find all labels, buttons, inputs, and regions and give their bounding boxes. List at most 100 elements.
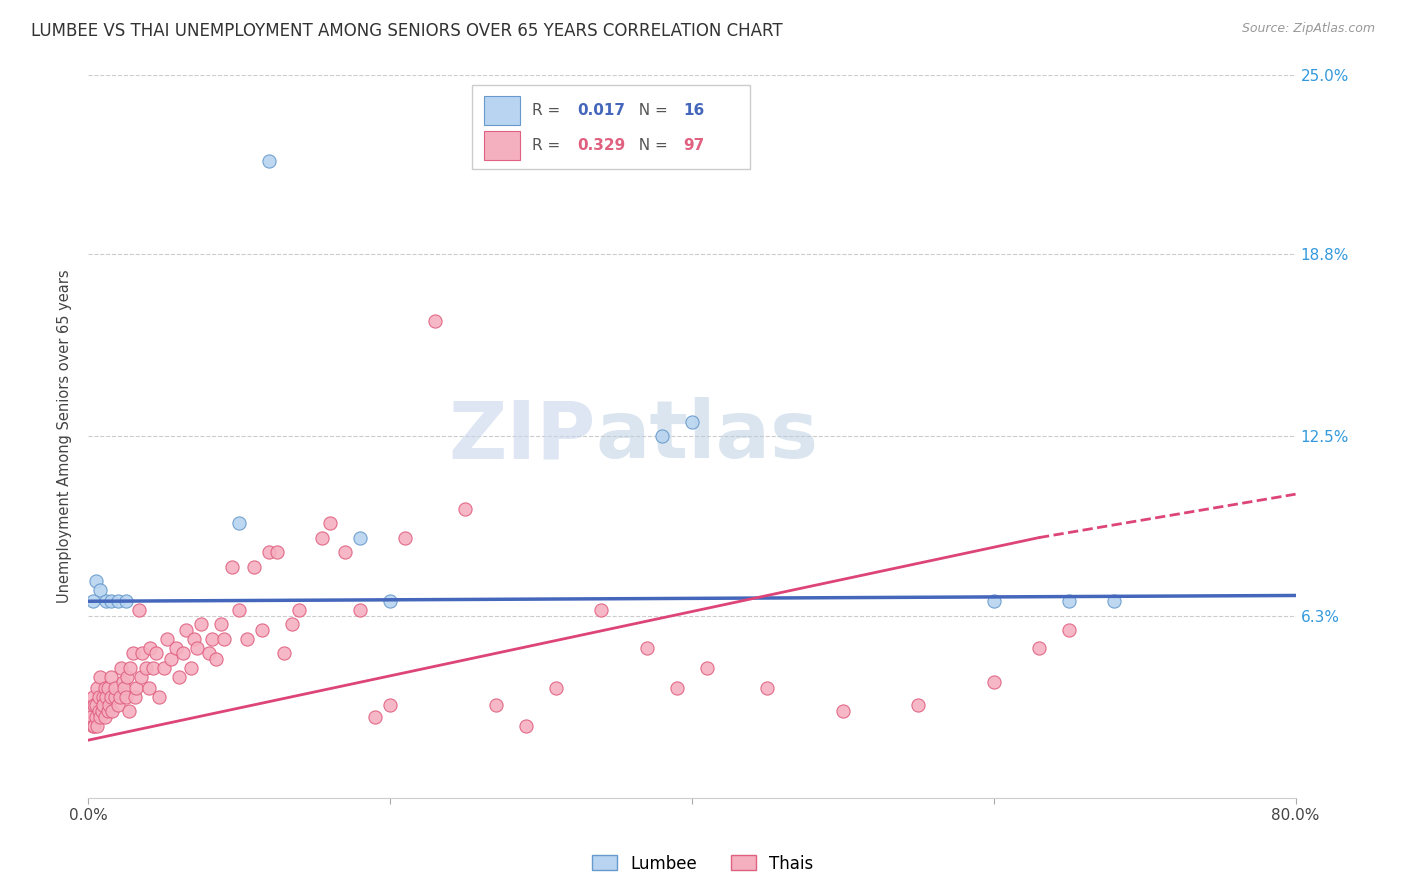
Point (266, 545, 288, 559)
Text: 0.017: 0.017 (576, 103, 626, 119)
Point (139, 640, 162, 655)
Point (167, 669, 190, 683)
Point (349, 603, 371, 617)
Text: ZIP: ZIP (449, 397, 595, 475)
Point (221, 559, 243, 574)
Point (110, 661, 132, 675)
Point (124, 690, 146, 704)
Point (115, 690, 138, 704)
Point (636, 640, 658, 655)
Point (212, 632, 235, 646)
Point (378, 698, 401, 713)
Point (90, 704, 112, 718)
Point (681, 415, 703, 429)
Legend: Lumbee, Thais: Lumbee, Thais (586, 848, 820, 880)
Point (198, 646, 221, 660)
Point (696, 661, 718, 675)
Point (100, 594, 122, 608)
Point (288, 603, 311, 617)
Text: Source: ZipAtlas.com: Source: ZipAtlas.com (1241, 22, 1375, 36)
FancyBboxPatch shape (484, 96, 520, 125)
Point (515, 719, 537, 733)
Point (145, 646, 167, 660)
Point (96, 594, 118, 608)
Point (148, 690, 170, 704)
Point (485, 698, 508, 713)
Point (97, 704, 120, 718)
Point (172, 646, 194, 660)
Point (174, 624, 197, 638)
Point (1028, 640, 1050, 655)
Point (118, 704, 141, 718)
Point (259, 545, 281, 559)
Point (454, 501, 477, 516)
Point (425, 313, 447, 327)
Point (228, 516, 250, 530)
Point (91, 698, 114, 713)
Point (122, 646, 145, 660)
Point (273, 646, 295, 660)
Point (180, 661, 202, 675)
Point (250, 624, 273, 638)
Point (1057, 594, 1080, 608)
Point (84, 698, 107, 713)
Point (983, 594, 1005, 608)
Point (91, 690, 114, 704)
Point (82, 719, 104, 733)
Point (87, 690, 110, 704)
Text: 97: 97 (683, 138, 704, 153)
Point (83, 698, 105, 713)
Point (104, 690, 127, 704)
Point (831, 704, 853, 718)
Point (165, 640, 187, 655)
Point (201, 632, 224, 646)
Point (101, 704, 124, 718)
Point (107, 594, 129, 608)
Point (209, 617, 232, 632)
Point (87, 704, 110, 718)
Point (129, 669, 152, 683)
Point (84, 574, 107, 588)
Point (378, 594, 401, 608)
Point (651, 429, 673, 443)
Point (281, 617, 304, 632)
Point (235, 632, 257, 646)
Point (82, 594, 104, 608)
Text: atlas: atlas (595, 397, 818, 475)
Point (97, 681, 120, 695)
Point (591, 603, 613, 617)
Point (117, 669, 139, 683)
Point (544, 681, 567, 695)
Point (89, 669, 111, 683)
Point (228, 603, 250, 617)
Point (96, 690, 118, 704)
Point (86, 719, 108, 733)
Text: 16: 16 (683, 103, 704, 119)
Point (111, 675, 134, 690)
Point (1057, 624, 1080, 638)
Point (120, 661, 142, 675)
Point (84, 710, 107, 724)
Point (125, 681, 148, 695)
Text: N =: N = (628, 103, 672, 119)
Point (756, 681, 779, 695)
Point (79, 704, 101, 718)
FancyBboxPatch shape (472, 86, 749, 169)
Point (311, 531, 333, 545)
Point (100, 690, 122, 704)
Point (94, 710, 117, 724)
Point (128, 603, 150, 617)
Point (138, 681, 160, 695)
Point (665, 681, 688, 695)
Point (112, 681, 135, 695)
FancyBboxPatch shape (484, 131, 520, 160)
Point (318, 516, 340, 530)
Point (152, 661, 174, 675)
Point (364, 710, 387, 724)
Point (94, 681, 117, 695)
Point (183, 632, 205, 646)
Point (83, 719, 105, 733)
Text: R =: R = (533, 138, 565, 153)
Point (98, 698, 121, 713)
Point (100, 669, 122, 683)
